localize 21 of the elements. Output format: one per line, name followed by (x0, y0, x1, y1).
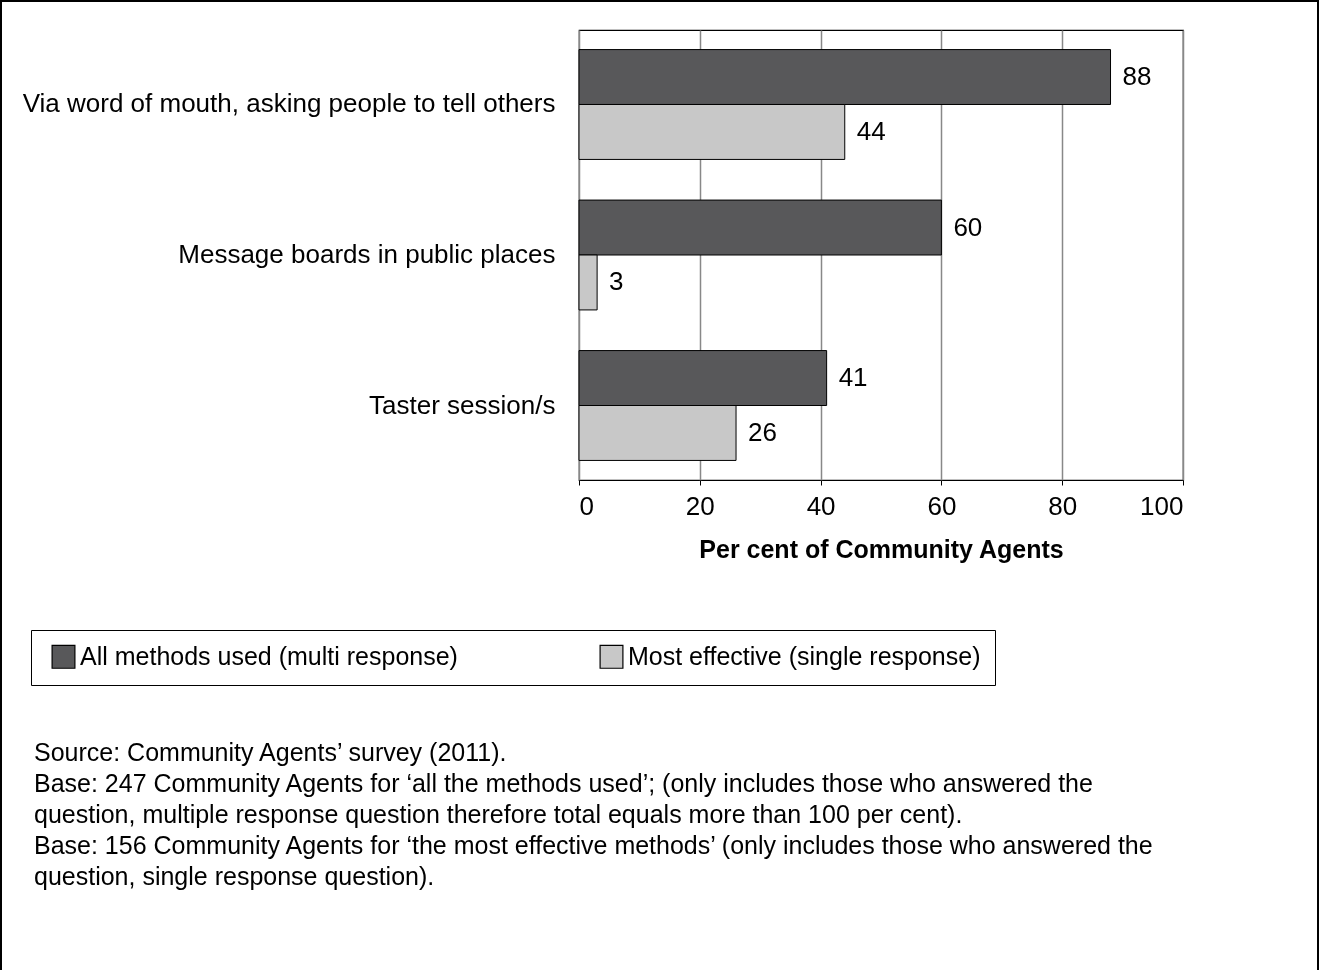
data-label: 41 (838, 362, 868, 393)
legend-label: Most effective (single response) (628, 641, 981, 670)
x-tick-label: 80 (1048, 490, 1078, 521)
data-label: 88 (1122, 61, 1152, 92)
legend-label: All methods used (multi response) (80, 641, 458, 670)
data-label: 3 (609, 266, 624, 297)
text: Base: 156 Community Agents for ‘the most effective methods’ (only includes those who answered the question, single response question). (34, 830, 1154, 892)
source-note: Source: Community Agents’ survey (2011). (34, 737, 508, 768)
data-label: 60 (953, 211, 983, 242)
x-tick-label: 0 (579, 490, 594, 521)
text: Base: 247 Community Agents for ‘all the methods used’; (only includes those who answered the question, multiple response question therefore total equals more than 100 per cent). (34, 768, 1094, 830)
y-tick-label: Taster session/s (369, 389, 556, 420)
y-tick-label: Message boards in public places (178, 239, 556, 269)
data-label: 26 (748, 416, 777, 447)
y-tick-label: Via word of mouth, asking people to tell others (22, 88, 556, 119)
x-tick-label: 100 (1140, 490, 1184, 521)
x-axis-title: Per cent of Community Agents (699, 534, 1064, 563)
data-label: 44 (856, 115, 886, 146)
x-tick-label: 40 (806, 490, 836, 521)
x-tick-label: 60 (927, 490, 957, 521)
x-tick-label: 20 (685, 490, 715, 521)
